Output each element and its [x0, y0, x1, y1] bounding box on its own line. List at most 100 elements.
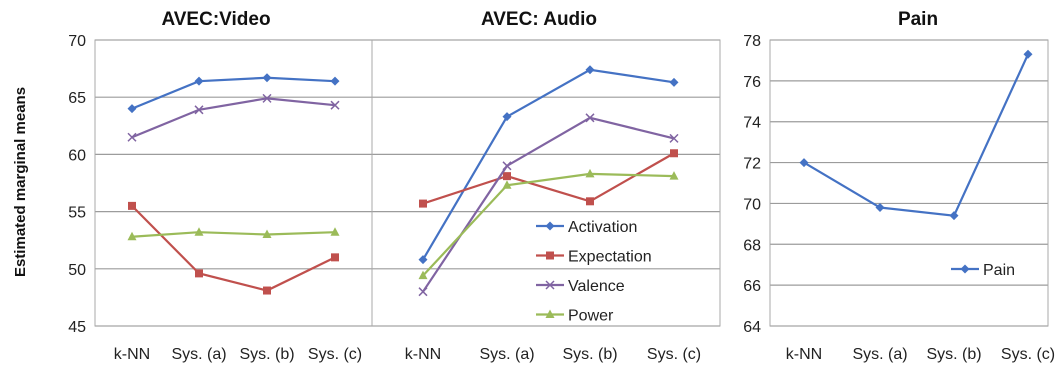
data-point-activation: [330, 76, 340, 86]
data-point-activation: [585, 65, 595, 75]
legend-marker: [545, 221, 555, 231]
data-point-valence: [127, 132, 137, 142]
data-point-valence: [669, 133, 679, 143]
data-point-valence-b: [330, 100, 340, 110]
data-point-power: [262, 229, 272, 238]
x-tick-label: Sys. (c): [647, 346, 701, 363]
legend-label: Expectation: [568, 249, 652, 266]
legend-marker: [545, 309, 555, 318]
panel-1: AVEC:Video 45 50 55 60 65 70 k-NN Sys. (a) Sys. (…: [68, 9, 373, 363]
y-tick-label: 45: [68, 319, 86, 336]
data-point-power: [418, 270, 428, 280]
data-point-power: [127, 231, 137, 241]
panel-3: Pain 64 66 68 70 72 74 76 78 k-NN Sys. (a) Sys. (b)…: [743, 9, 1055, 363]
data-point-expectation: [263, 286, 271, 295]
y-tick-label: 72: [743, 156, 761, 173]
legend-label: Power: [568, 308, 614, 325]
series-line-valence: [131, 97, 336, 139]
y-tick-label: 66: [743, 278, 761, 295]
legend-marker-b: [545, 280, 555, 290]
data-point-expectation: [195, 269, 203, 278]
data-point-power: [669, 171, 679, 180]
legend-label: Valence: [568, 278, 625, 295]
y-tick-label: 50: [68, 262, 86, 279]
legend-marker: [546, 251, 554, 260]
y-tick-label: 70: [743, 196, 761, 213]
data-point-valence: [330, 100, 340, 110]
data-point-valence-b: [502, 161, 512, 171]
data-point-valence-b: [127, 132, 137, 142]
data-point-valence: [262, 93, 272, 103]
data-point-valence-b: [418, 287, 428, 297]
data-point-expectation: [419, 199, 427, 208]
data-point-valence-b: [585, 113, 595, 123]
data-point-activation: [262, 73, 272, 83]
series-line-pain: [803, 53, 1029, 217]
data-point-valence: [502, 161, 512, 171]
data-point-pain: [799, 158, 809, 168]
series-line-activation: [422, 68, 675, 261]
data-point-pain: [1023, 49, 1033, 59]
data-point-expectation: [503, 172, 511, 181]
data-point-expectation: [128, 201, 136, 210]
data-point-power: [585, 168, 595, 178]
data-point-activation: [418, 255, 428, 265]
series-line-activation: [131, 76, 336, 110]
data-point-expectation: [670, 149, 678, 158]
x-tick-label: Sys. (c): [308, 346, 362, 363]
data-point-valence-b: [262, 93, 272, 103]
x-tick-label: Sys. (b): [926, 346, 981, 363]
y-tick-label: 64: [743, 319, 761, 336]
y-axis-label: Estimated marginal means: [12, 87, 29, 277]
x-tick-label: Sys. (b): [562, 346, 617, 363]
y-tick-label: 76: [743, 74, 761, 91]
x-tick-label: Sys. (c): [1001, 346, 1055, 363]
legend-marker: [960, 264, 970, 274]
data-point-valence: [194, 105, 204, 115]
y-tick-label: 78: [743, 33, 761, 50]
y-tick-label: 70: [68, 33, 86, 50]
x-tick-label: Sys. (a): [852, 346, 907, 363]
data-point-expectation: [331, 253, 339, 262]
x-tick-label: k-NN: [405, 346, 441, 363]
panel-title: AVEC: Audio: [481, 9, 597, 30]
data-point-valence: [585, 113, 595, 123]
data-point-valence-b: [194, 105, 204, 115]
panel-title: Pain: [898, 9, 938, 30]
legend-label: Activation: [568, 219, 637, 236]
panel-title: AVEC:Video: [161, 9, 270, 30]
plot-area: [769, 39, 1049, 327]
legend: Activation Expectation Valence Power: [536, 219, 652, 325]
series-line-expectation: [422, 152, 675, 205]
data-point-pain: [875, 203, 885, 213]
data-point-activation: [127, 104, 137, 114]
series-line-valence: [422, 116, 675, 293]
data-point-valence: [418, 287, 428, 297]
data-point-pain: [949, 211, 959, 221]
data-point-power: [502, 180, 512, 189]
legend-marker: [545, 280, 555, 290]
y-tick-label: 65: [68, 90, 86, 107]
data-point-power: [194, 227, 204, 236]
x-tick-label: Sys. (b): [239, 346, 294, 363]
data-point-activation: [502, 112, 512, 122]
data-point-activation: [669, 77, 679, 87]
data-point-power: [330, 227, 340, 236]
legend-label: Pain: [983, 262, 1015, 279]
x-tick-label: Sys. (a): [171, 346, 226, 363]
y-tick-label: 55: [68, 205, 86, 222]
y-tick-label: 74: [743, 115, 761, 132]
panel-2: AVEC: Audio k-NN Sys. (a) Sys. (b) Sys. (c) A…: [371, 9, 721, 363]
data-point-valence-b: [669, 133, 679, 143]
series-line-power: [131, 231, 336, 238]
x-tick-label: Sys. (a): [479, 346, 534, 363]
x-tick-label: k-NN: [786, 346, 822, 363]
series-line-power: [422, 172, 675, 277]
legend: Pain: [951, 262, 1015, 279]
y-tick-label: 60: [68, 147, 86, 164]
data-point-activation: [194, 76, 204, 86]
series-line-expectation: [131, 205, 336, 292]
x-tick-label: k-NN: [114, 346, 150, 363]
plot-area: [371, 39, 721, 327]
